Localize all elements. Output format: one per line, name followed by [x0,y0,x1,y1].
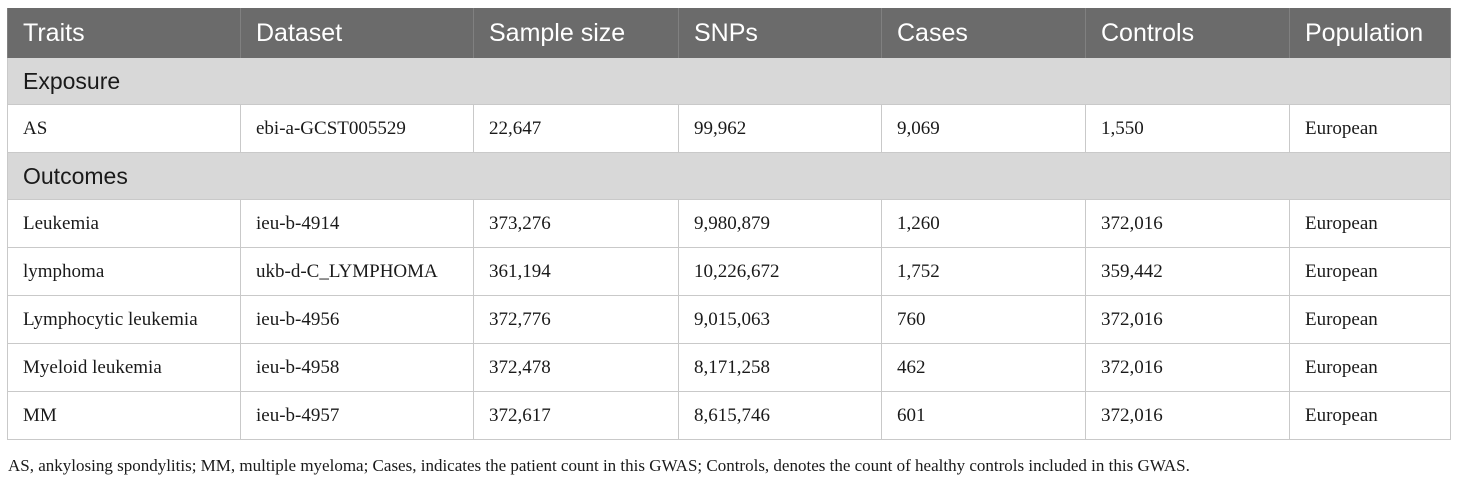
cell-dataset: ieu-b-4957 [240,391,474,440]
cell-snps: 99,962 [678,104,882,153]
cell-sample-size: 22,647 [473,104,679,153]
cell-sample-size: 372,478 [473,343,679,392]
cell-cases: 601 [881,391,1086,440]
table-row: Myeloid leukemia ieu-b-4958 372,478 8,17… [7,343,1451,392]
cell-sample-size: 361,194 [473,247,679,296]
section-label: Exposure [7,58,1451,105]
cell-dataset: ebi-a-GCST005529 [240,104,474,153]
cell-cases: 760 [881,295,1086,344]
section-row-exposure: Exposure [7,58,1451,105]
cell-population: European [1289,199,1451,248]
table-row: MM ieu-b-4957 372,617 8,615,746 601 372,… [7,391,1451,440]
header-sample-size: Sample size [473,8,679,58]
cell-controls: 372,016 [1085,391,1290,440]
cell-trait: Myeloid leukemia [7,343,241,392]
cell-dataset: ukb-d-C_LYMPHOMA [240,247,474,296]
gwas-datasets-table: Traits Dataset Sample size SNPs Cases Co… [7,8,1451,440]
cell-cases: 462 [881,343,1086,392]
cell-trait: MM [7,391,241,440]
table-row: AS ebi-a-GCST005529 22,647 99,962 9,069 … [7,104,1451,153]
table-footnote: AS, ankylosing spondylitis; MM, multiple… [8,456,1190,475]
cell-trait: Lymphocytic leukemia [7,295,241,344]
cell-controls: 372,016 [1085,295,1290,344]
table-row: lymphoma ukb-d-C_LYMPHOMA 361,194 10,226… [7,247,1451,296]
cell-population: European [1289,104,1451,153]
cell-dataset: ieu-b-4956 [240,295,474,344]
cell-snps: 8,615,746 [678,391,882,440]
cell-sample-size: 372,617 [473,391,679,440]
header-cases: Cases [881,8,1086,58]
cell-population: European [1289,247,1451,296]
cell-controls: 372,016 [1085,343,1290,392]
header-population: Population [1289,8,1451,58]
cell-snps: 10,226,672 [678,247,882,296]
header-controls: Controls [1085,8,1290,58]
cell-controls: 1,550 [1085,104,1290,153]
cell-cases: 9,069 [881,104,1086,153]
cell-population: European [1289,295,1451,344]
cell-population: European [1289,343,1451,392]
cell-cases: 1,752 [881,247,1086,296]
section-label: Outcomes [7,152,1451,200]
cell-trait: Leukemia [7,199,241,248]
table-row: Leukemia ieu-b-4914 373,276 9,980,879 1,… [7,199,1451,248]
cell-snps: 8,171,258 [678,343,882,392]
cell-snps: 9,015,063 [678,295,882,344]
cell-snps: 9,980,879 [678,199,882,248]
cell-trait: AS [7,104,241,153]
header-dataset: Dataset [240,8,474,58]
cell-dataset: ieu-b-4914 [240,199,474,248]
data-table-container: Traits Dataset Sample size SNPs Cases Co… [7,8,1451,440]
table-row: Lymphocytic leukemia ieu-b-4956 372,776 … [7,295,1451,344]
header-snps: SNPs [678,8,882,58]
cell-controls: 359,442 [1085,247,1290,296]
header-row: Traits Dataset Sample size SNPs Cases Co… [7,8,1451,58]
header-traits: Traits [7,8,241,58]
cell-controls: 372,016 [1085,199,1290,248]
cell-population: European [1289,391,1451,440]
cell-trait: lymphoma [7,247,241,296]
cell-cases: 1,260 [881,199,1086,248]
cell-dataset: ieu-b-4958 [240,343,474,392]
cell-sample-size: 372,776 [473,295,679,344]
cell-sample-size: 373,276 [473,199,679,248]
section-row-outcomes: Outcomes [7,152,1451,200]
